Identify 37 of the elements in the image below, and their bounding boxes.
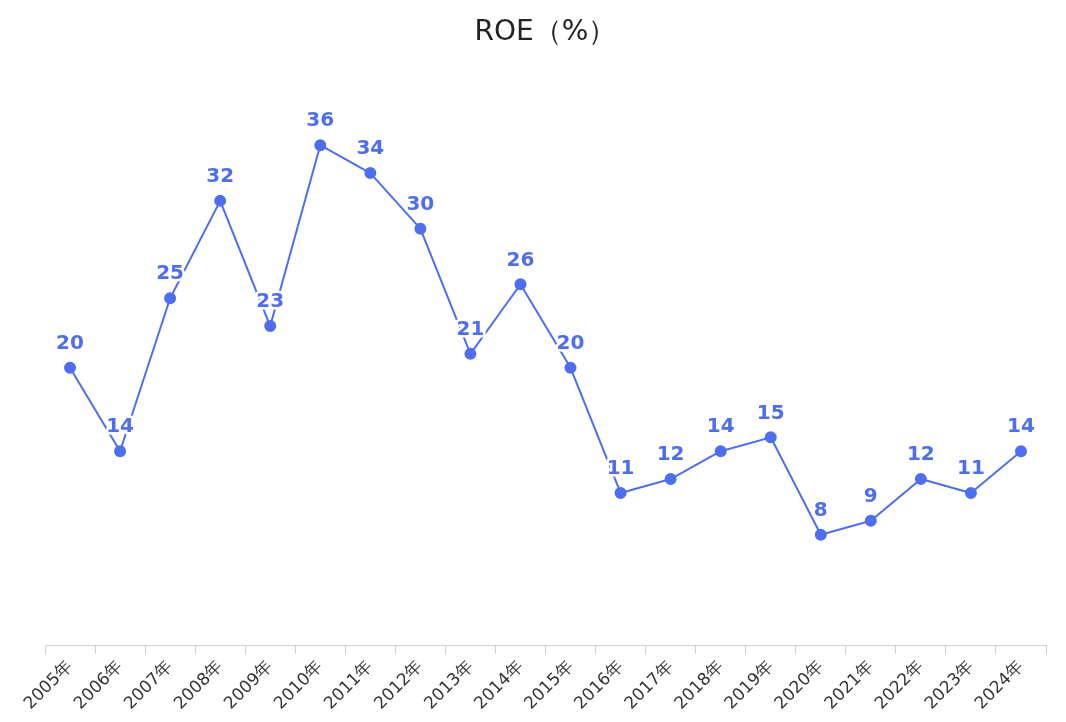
point — [964, 486, 977, 499]
point — [314, 139, 327, 152]
data-label: 34 — [356, 135, 385, 160]
data-label: 30 — [406, 190, 435, 215]
chart-title: ROE（%） — [474, 14, 617, 48]
point — [914, 473, 927, 486]
data-label: 26 — [506, 246, 535, 271]
point — [714, 445, 727, 458]
point — [414, 222, 427, 235]
data-label: 11 — [957, 455, 985, 480]
point — [864, 514, 877, 527]
data-label: 14 — [1007, 413, 1035, 438]
data-label: 32 — [206, 163, 235, 188]
data-label: 9 — [863, 482, 878, 507]
point — [464, 347, 477, 360]
point — [814, 528, 827, 541]
data-label: 8 — [813, 496, 828, 521]
point — [514, 278, 527, 291]
data-label: 15 — [756, 399, 785, 424]
point — [214, 194, 227, 207]
point — [264, 320, 277, 333]
point — [764, 431, 777, 444]
data-label: 12 — [656, 441, 685, 466]
data-label: 20 — [556, 329, 585, 354]
data-label: 12 — [906, 441, 935, 466]
point — [1014, 445, 1027, 458]
point — [564, 361, 577, 374]
point — [114, 445, 127, 458]
point — [364, 167, 377, 180]
data-label: 36 — [306, 107, 335, 132]
point — [664, 473, 677, 486]
data-label: 14 — [706, 413, 735, 438]
point — [614, 486, 627, 499]
point — [164, 292, 177, 305]
point — [64, 361, 77, 374]
data-label: 20 — [56, 329, 84, 354]
data-label: 25 — [156, 260, 185, 285]
